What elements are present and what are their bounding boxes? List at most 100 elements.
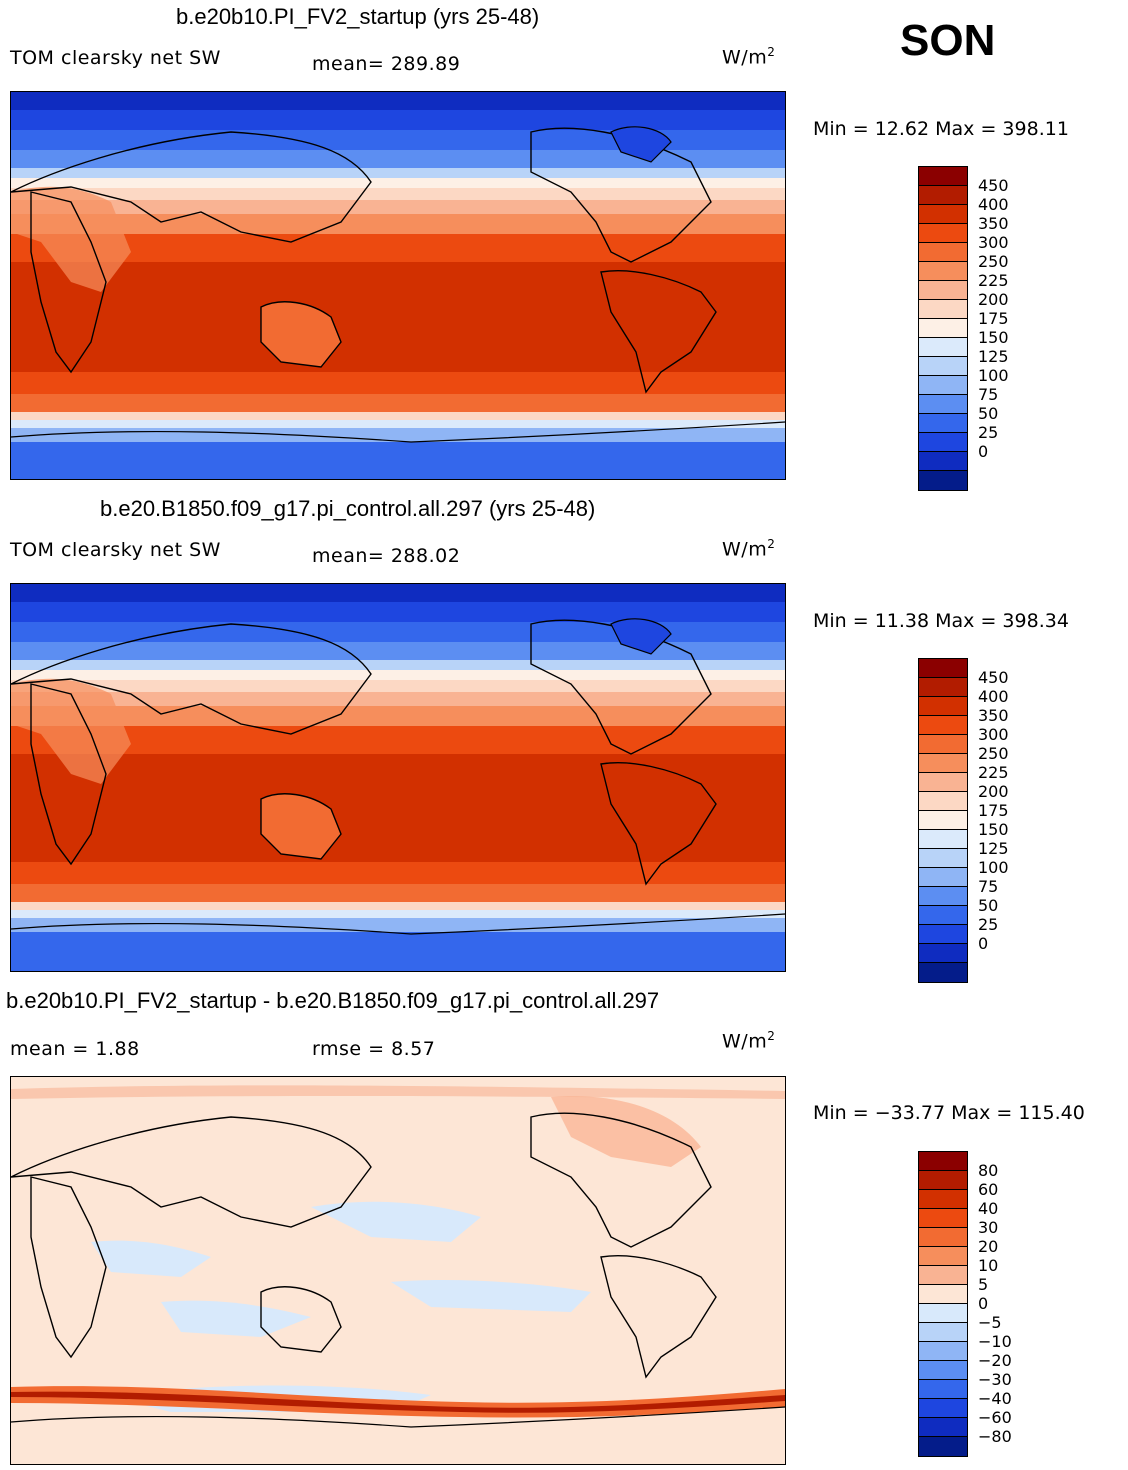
- colorbar-tick-label: 300: [978, 233, 1009, 252]
- panel-3-map-svg: [11, 1077, 785, 1464]
- colorbar-tick-label: 80: [978, 1161, 999, 1180]
- colorbar-tick-label: −10: [978, 1332, 1012, 1351]
- colorbar-box: [919, 1171, 967, 1190]
- colorbar-box: [919, 224, 967, 243]
- colorbar-tick-label: 50: [978, 896, 999, 915]
- colorbar-box: [919, 1399, 967, 1418]
- colorbar-box: [919, 167, 967, 186]
- colorbar-tick-label: −20: [978, 1351, 1012, 1370]
- colorbar-tick-label: 250: [978, 252, 1009, 271]
- colorbar-box: [919, 300, 967, 319]
- panel-2-units: W/m2: [722, 537, 775, 560]
- colorbar-box: [919, 357, 967, 376]
- units-base: W/m: [722, 46, 768, 69]
- colorbar-box: [919, 1323, 967, 1342]
- colorbar-tick-label: 75: [978, 877, 999, 896]
- panel-1-variable-label: TOM clearsky net SW: [10, 47, 221, 69]
- colorbar-box: [919, 395, 967, 414]
- panel-1-units: W/m2: [722, 45, 775, 68]
- panel-3-map: [10, 1076, 786, 1465]
- colorbar-tick-label: 250: [978, 744, 1009, 763]
- colorbar-box: [919, 1247, 967, 1266]
- colorbar-tick-label: 30: [978, 1218, 999, 1237]
- panel-3-units: W/m2: [722, 1029, 775, 1052]
- units-base: W/m: [722, 538, 768, 561]
- colorbar-box: [919, 452, 967, 471]
- panel-1-map-svg: [11, 92, 785, 479]
- colorbar-tick-label: 0: [978, 934, 989, 953]
- colorbar-box: [919, 944, 967, 963]
- colorbar-box: [919, 906, 967, 925]
- colorbar-box: [919, 433, 967, 452]
- colorbar-box: [919, 186, 967, 205]
- panel-3-title: b.e20b10.PI_FV2_startup - b.e20.B1850.f0…: [6, 988, 660, 1013]
- colorbar-tick-label: 350: [978, 706, 1009, 725]
- season-label: SON: [900, 16, 996, 65]
- panel-3-min-max: Min = −33.77 Max = 115.40: [813, 1102, 1085, 1124]
- colorbar-tick-label: 50: [978, 404, 999, 423]
- colorbar-tick-label: 175: [978, 309, 1009, 328]
- colorbar-tick-label: −5: [978, 1313, 1002, 1332]
- colorbar-box: [919, 792, 967, 811]
- colorbar-tick-label: −80: [978, 1427, 1012, 1446]
- colorbar-box: [919, 319, 967, 338]
- colorbar-box: [919, 205, 967, 224]
- colorbar-tick-label: −40: [978, 1389, 1012, 1408]
- colorbar-tick-label: 60: [978, 1180, 999, 1199]
- colorbar-tick-label: 300: [978, 725, 1009, 744]
- colorbar-tick-label: 100: [978, 858, 1009, 877]
- colorbar-tick-label: 10: [978, 1256, 999, 1275]
- colorbar-tick-label: 0: [978, 442, 989, 461]
- units-exponent: 2: [767, 45, 776, 59]
- colorbar-box: [919, 716, 967, 735]
- panel-1-title: b.e20b10.PI_FV2_startup (yrs 25-48): [176, 4, 540, 29]
- colorbar-tick-label: 25: [978, 423, 999, 442]
- colorbar-tick-label: 150: [978, 820, 1009, 839]
- colorbar-box: [919, 811, 967, 830]
- colorbar-box: [919, 262, 967, 281]
- panel-2-colorbar-ticks: 450 400 350 300 250 225 200 175 150 125 100 75 50 25 0: [978, 668, 1009, 953]
- colorbar-tick-label: 150: [978, 328, 1009, 347]
- colorbar-tick-label: 0: [978, 1294, 989, 1313]
- colorbar-tick-label: 400: [978, 687, 1009, 706]
- colorbar-box: [919, 1437, 967, 1456]
- colorbar-tick-label: 100: [978, 366, 1009, 385]
- colorbar-box: [919, 1304, 967, 1323]
- colorbar-tick-label: −60: [978, 1408, 1012, 1427]
- colorbar-tick-label: 350: [978, 214, 1009, 233]
- colorbar-tick-label: 200: [978, 290, 1009, 309]
- colorbar-tick-label: 450: [978, 668, 1009, 687]
- panel-2-colorbar: [918, 658, 968, 983]
- panel-2-map: [10, 583, 786, 972]
- panel-1-mean-label: mean= 289.89: [312, 53, 461, 75]
- colorbar-tick-label: 200: [978, 782, 1009, 801]
- panel-1-map: [10, 91, 786, 480]
- panel-3-mean-label: mean = 1.88: [10, 1038, 140, 1060]
- colorbar-tick-label: 400: [978, 195, 1009, 214]
- panel-3-colorbar: [918, 1151, 968, 1457]
- colorbar-tick-label: 75: [978, 385, 999, 404]
- colorbar-box: [919, 849, 967, 868]
- colorbar-box: [919, 471, 967, 490]
- colorbar-box: [919, 830, 967, 849]
- colorbar-tick-label: 125: [978, 347, 1009, 366]
- colorbar-box: [919, 887, 967, 906]
- colorbar-box: [919, 338, 967, 357]
- panel-2-mean-label: mean= 288.02: [312, 545, 461, 567]
- colorbar-tick-label: −30: [978, 1370, 1012, 1389]
- colorbar-box: [919, 697, 967, 716]
- colorbar-box: [919, 1380, 967, 1399]
- colorbar-box: [919, 281, 967, 300]
- colorbar-box: [919, 1418, 967, 1437]
- panel-2-title: b.e20.B1850.f09_g17.pi_control.all.297 (…: [100, 496, 596, 521]
- colorbar-box: [919, 1152, 967, 1171]
- colorbar-box: [919, 376, 967, 395]
- colorbar-tick-label: 125: [978, 839, 1009, 858]
- colorbar-box: [919, 963, 967, 982]
- panel-3-colorbar-ticks: 80 60 40 30 20 10 5 0 −5 −10 −20 −30 −40 −60 −80: [978, 1161, 1012, 1446]
- colorbar-tick-label: 25: [978, 915, 999, 934]
- colorbar-box: [919, 1190, 967, 1209]
- colorbar-box: [919, 1228, 967, 1247]
- colorbar-box: [919, 754, 967, 773]
- colorbar-tick-label: 225: [978, 763, 1009, 782]
